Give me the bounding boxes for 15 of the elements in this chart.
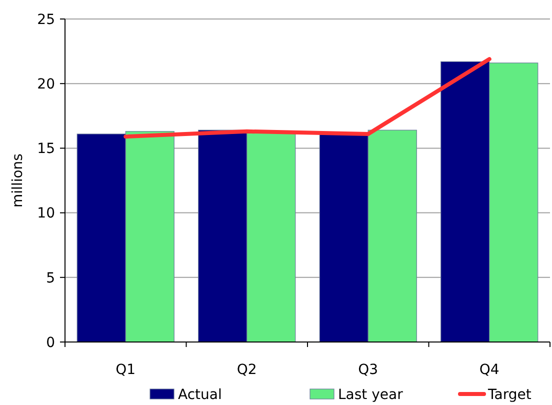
x-tick-label: Q2 bbox=[236, 362, 257, 378]
x-tick-label: Q4 bbox=[479, 362, 500, 378]
y-axis-title: millions bbox=[10, 154, 26, 208]
y-tick-label: 25 bbox=[37, 12, 55, 28]
x-tick-label: Q1 bbox=[116, 362, 136, 378]
y-tick-label: 0 bbox=[46, 334, 55, 351]
legend-label: Last year bbox=[338, 387, 404, 403]
line-series bbox=[124, 57, 492, 139]
x-tick-label: Q3 bbox=[358, 362, 378, 378]
y-tick-label: 5 bbox=[46, 270, 55, 286]
y-tick-label: 10 bbox=[37, 206, 55, 222]
y-tick-label: 15 bbox=[37, 141, 55, 158]
legend-label: Target bbox=[487, 387, 532, 403]
legend-label: Actual bbox=[178, 387, 222, 403]
y-tick-label: 20 bbox=[37, 76, 55, 92]
